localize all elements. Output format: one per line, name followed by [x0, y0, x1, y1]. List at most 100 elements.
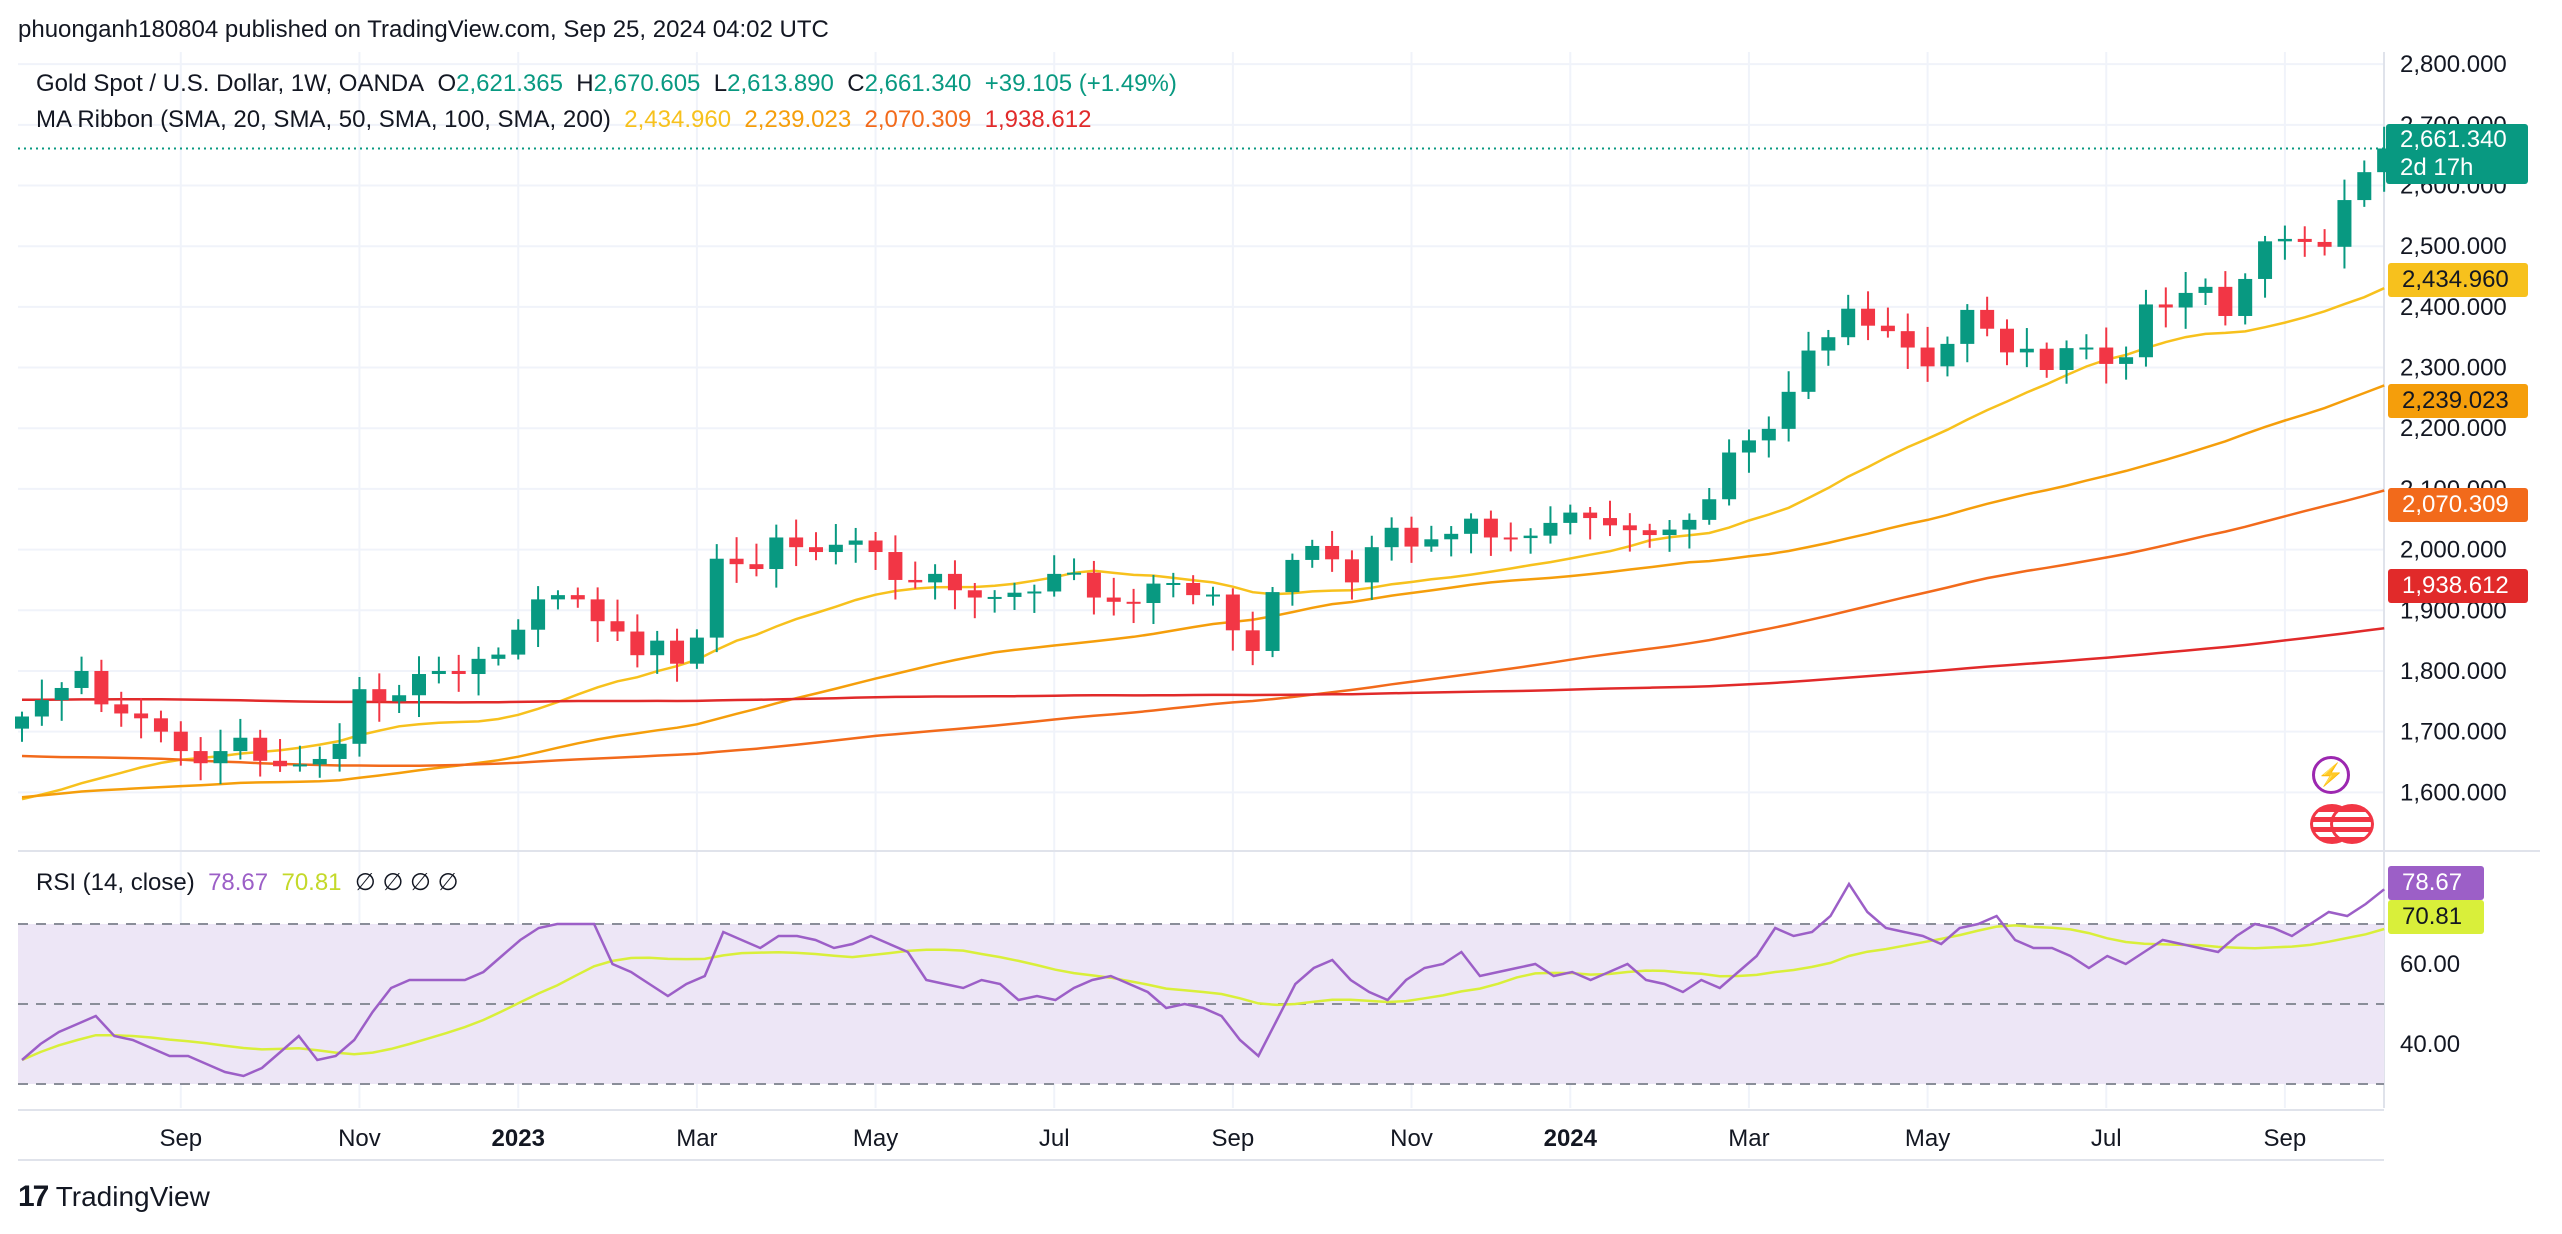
candle [2119, 346, 2134, 380]
candle [1662, 520, 1677, 552]
candle-body [2059, 348, 2074, 370]
price-pane-bg [18, 52, 2384, 850]
candle [1583, 506, 1598, 540]
candle [1047, 555, 1062, 597]
candle [94, 659, 109, 713]
candle-body [967, 590, 982, 598]
candle [2059, 340, 2074, 384]
candle-body [1801, 350, 1816, 392]
candle-body [1225, 594, 1240, 631]
candle [233, 718, 248, 760]
time-tick-label: 2023 [492, 1125, 545, 1152]
time-tick-label: 2024 [1544, 1125, 1598, 1152]
candle [1821, 329, 1836, 366]
symbol-title[interactable]: Gold Spot / U.S. Dollar, 1W, OANDA [36, 70, 425, 97]
candle-body [1821, 337, 1836, 351]
candle-body [1880, 325, 1895, 332]
candles[interactable] [15, 126, 2392, 785]
close-label: C [847, 70, 865, 97]
candle [253, 729, 268, 777]
price-tick-label: 2,400.000 [2400, 294, 2507, 321]
time-tick-label: Mar [1728, 1125, 1769, 1152]
time-axis[interactable]: Sep Nov 2023 Mar May Jul Sep Nov 2024 Mar May Jul Se… [159, 1125, 2306, 1152]
candle [729, 537, 744, 583]
candle-body [1900, 331, 1915, 348]
candle [1603, 500, 1617, 537]
candle [1325, 530, 1340, 572]
sma20-value: 2,434.960 [624, 106, 732, 133]
candle [15, 711, 29, 742]
last-price-badge[interactable]: 2,661.340 2d 17h [2386, 124, 2528, 184]
candle [789, 519, 804, 567]
candle [1920, 326, 1935, 382]
candle [1126, 588, 1141, 624]
candle-body [2277, 238, 2292, 242]
candle [2000, 319, 2014, 366]
ma-ribbon-label[interactable]: MA Ribbon (SMA, 20, SMA, 50, SMA, 100, S… [36, 106, 611, 133]
candle [1841, 294, 1856, 346]
candle [1206, 586, 1220, 606]
branding-text: TradingView [55, 1181, 210, 1212]
sma-50-line [21, 384, 2385, 799]
candle-body [491, 654, 506, 659]
candle [1464, 513, 1479, 554]
candle [1642, 523, 1657, 548]
rsi-lines [21, 881, 2385, 1078]
rsi-band [18, 924, 2384, 1084]
candle [34, 679, 49, 726]
candle-body [2218, 286, 2233, 316]
candle [392, 684, 407, 714]
candle-body [908, 579, 923, 583]
candle [2039, 342, 2054, 378]
candle-body [1920, 347, 1935, 367]
candle-body [590, 599, 605, 622]
candle-body [15, 716, 29, 729]
candle-body [173, 731, 188, 752]
time-tick-label: Nov [338, 1125, 381, 1152]
time-tick-label: May [853, 1125, 898, 1152]
candle [193, 737, 208, 781]
sma50-value: 2,239.023 [744, 106, 852, 133]
symbol-legend: Gold Spot / U.S. Dollar, 1W, OANDA O2,62… [36, 70, 1177, 98]
candle [967, 582, 982, 619]
price-axis[interactable]: 1,600.0001,700.0001,800.0001,900.0002,00… [2400, 51, 2507, 806]
candle-body [987, 596, 1002, 599]
candle-body [2019, 348, 2034, 353]
candle [471, 646, 486, 696]
candle [1106, 577, 1121, 616]
candle [1007, 582, 1022, 610]
candle-body [828, 544, 843, 553]
rsi-panel [18, 923, 2384, 1085]
rsi-label[interactable]: RSI (14, close) [36, 869, 195, 896]
candle-body [1384, 527, 1399, 548]
candle [2317, 229, 2332, 256]
candle [54, 682, 69, 721]
us-flag-icon-2[interactable] [2330, 804, 2374, 844]
candle [947, 560, 962, 610]
candle-body [54, 687, 69, 701]
candle-body [2297, 238, 2312, 242]
rsi-axis[interactable]: 40.00 60.00 [2400, 951, 2460, 1058]
candle-body [134, 713, 149, 719]
lightning-icon[interactable]: ⚡ [2312, 756, 2350, 794]
time-tick-label: Sep [159, 1125, 202, 1152]
candle-body [392, 695, 407, 702]
candle [1861, 291, 1876, 341]
candle [153, 710, 168, 743]
candle [1543, 506, 1558, 544]
candle-body [471, 658, 486, 675]
candle-body [1781, 391, 1796, 429]
candle [908, 561, 923, 589]
tradingview-logo[interactable]: 17 TradingView [18, 1180, 210, 1214]
candle-body [550, 595, 565, 600]
candle-body [848, 540, 863, 545]
candle [1761, 416, 1776, 458]
candle-body [729, 558, 744, 565]
rsi-tick-label: 60.00 [2400, 951, 2460, 978]
candle [431, 656, 446, 684]
high-value: 2,670.605 [593, 70, 701, 97]
candle [1404, 516, 1419, 563]
candle [550, 590, 565, 610]
candle [1940, 336, 1955, 377]
